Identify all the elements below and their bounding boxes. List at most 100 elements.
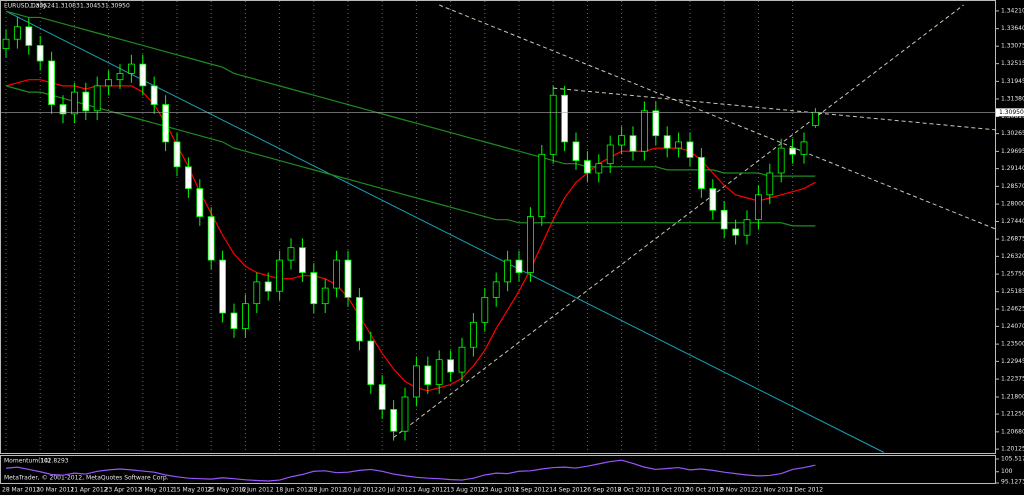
candle-body <box>572 141 580 161</box>
x-tick-label: 21 Nov 2012 <box>754 487 793 494</box>
candle-body <box>469 321 477 348</box>
candle-body <box>241 303 249 329</box>
candle-body <box>219 259 227 314</box>
y-tick-label: 1.24070 <box>1001 323 1024 330</box>
y-tick-label: 1.25185 <box>1001 288 1024 295</box>
candle-body <box>378 384 386 410</box>
candle-body <box>150 85 158 105</box>
y-tick-label: 1.29140 <box>1001 165 1024 172</box>
candle-body <box>162 104 170 143</box>
y-tick-label: 1.30265 <box>1001 130 1024 137</box>
y-tick-label: 1.25750 <box>1001 271 1024 278</box>
candle-body <box>367 340 375 385</box>
candle-body <box>755 194 762 221</box>
x-tick-label: 1 Aug 2012 <box>412 487 447 494</box>
x-tick-label: 23 Apr 2012 <box>105 487 142 494</box>
y-tick-label: 1.30815 <box>1001 113 1024 120</box>
candle-body <box>504 259 512 283</box>
y-tick-label: 1.28570 <box>1001 183 1024 190</box>
y-tick-label: 1.28000 <box>1001 201 1024 208</box>
candle-body <box>777 147 785 174</box>
candle-body <box>709 188 717 211</box>
x-tick-label: 6 Jun 2012 <box>241 487 273 494</box>
candle-body <box>25 26 33 46</box>
y-tick-label: 1.22375 <box>1001 376 1024 383</box>
symbol-label: EURUSD,Daily <box>4 3 47 10</box>
candle-body <box>515 259 523 273</box>
candle-body <box>298 247 306 273</box>
y-tick-label: 1.26875 <box>1001 236 1024 243</box>
candle-body <box>447 359 455 373</box>
x-tick-label: 18 Oct 2012 <box>652 487 689 494</box>
candle-body <box>561 94 568 143</box>
y-tick-label: 1.32515 <box>1001 60 1024 67</box>
x-tick-label: 28 Mar 2012 <box>2 487 40 494</box>
candle-body <box>116 73 124 81</box>
candle-body <box>93 85 101 112</box>
candle-body <box>732 228 739 236</box>
indicator-label: Momentum(14) <box>4 458 51 465</box>
candle-body <box>800 141 808 155</box>
y-tick-label: 1.20125 <box>1001 446 1024 453</box>
candle-body <box>435 359 443 385</box>
ohlc-label: 1.30524 <box>30 3 55 10</box>
candle-body <box>127 63 135 74</box>
copyright: MetaTrader, © 2001-2012, MetaQuotes Soft… <box>4 475 169 482</box>
candle-body <box>629 135 637 152</box>
candle-body <box>390 409 398 432</box>
candle-body <box>139 63 147 87</box>
y-tick-label: 1.23500 <box>1001 341 1024 348</box>
candle-body <box>641 110 648 152</box>
y-tick-label: 1.27440 <box>1001 218 1024 225</box>
candle-body <box>59 104 67 115</box>
candle-body <box>48 60 55 105</box>
x-tick-label: 8 Oct 2012 <box>618 487 651 494</box>
trend-line <box>439 4 998 231</box>
x-tick-label: 11 Apr 2012 <box>70 487 107 494</box>
candle-body <box>173 141 181 168</box>
candle-body <box>276 259 284 292</box>
indicator-line <box>5 79 816 392</box>
candle-body <box>812 111 819 126</box>
candle-body <box>287 247 295 261</box>
indicator-line <box>5 10 816 177</box>
y-tick-label: 1.31380 <box>1001 95 1024 102</box>
x-tick-label: 18 Jun 2012 <box>276 487 312 494</box>
candle-body <box>458 346 466 373</box>
momentum-tick-label: 95.1273 <box>1001 479 1024 486</box>
x-tick-label: 26 Sep 2012 <box>583 487 621 494</box>
y-tick-label: 1.34210 <box>1001 7 1024 14</box>
price-box-label: 1.30950 <box>999 109 1024 116</box>
candle-body <box>481 297 489 323</box>
candle-body <box>492 281 500 298</box>
y-tick-label: 1.20680 <box>1001 428 1024 435</box>
y-tick-label: 1.26320 <box>1001 253 1024 260</box>
x-tick-label: 3 Dec 2012 <box>789 487 824 494</box>
y-tick-label: 1.24625 <box>1001 306 1024 313</box>
candle-body <box>71 91 78 115</box>
y-tick-label: 1.29695 <box>1001 148 1024 155</box>
candle-body <box>584 160 591 174</box>
x-tick-label: 13 Aug 2012 <box>447 487 486 494</box>
x-tick-label: 15 May 2012 <box>173 487 212 494</box>
x-tick-label: 20 Jul 2012 <box>378 487 412 494</box>
momentum-line <box>5 459 816 482</box>
candle-body <box>595 163 603 174</box>
y-tick-label: 1.21250 <box>1001 411 1024 418</box>
candle-body <box>698 157 705 189</box>
candle-body <box>663 135 671 149</box>
y-tick-label: 1.22945 <box>1001 358 1024 365</box>
x-tick-label: 9 Nov 2012 <box>720 487 755 494</box>
candle-body <box>743 219 751 236</box>
x-tick-label: 28 Jun 2012 <box>310 487 346 494</box>
x-tick-label: 23 Aug 2012 <box>481 487 520 494</box>
candle-body <box>527 216 534 273</box>
candle-body <box>686 141 694 158</box>
x-tick-label: 30 Oct 2012 <box>686 487 723 494</box>
x-tick-label: 14 Sep 2012 <box>549 487 587 494</box>
candle-body <box>344 259 352 298</box>
x-tick-label: 10 Jul 2012 <box>344 487 378 494</box>
trend-line <box>5 10 885 453</box>
candle-body <box>549 94 557 155</box>
